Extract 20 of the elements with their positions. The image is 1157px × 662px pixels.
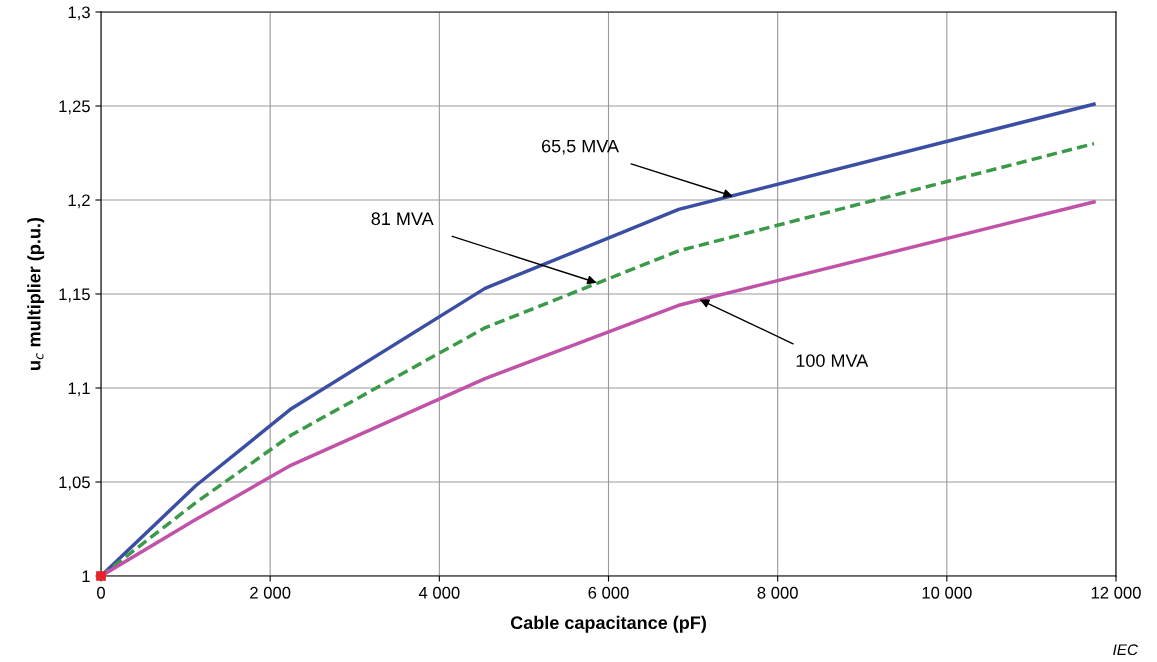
y-tick-label: 1,25 xyxy=(59,100,90,115)
x-tick-label: 2 000 xyxy=(250,586,291,599)
y-tick-label: 1,2 xyxy=(68,194,90,209)
x-tick-label: 6 000 xyxy=(588,586,629,599)
x-tick-label: 8 000 xyxy=(757,586,798,599)
y-tick-label: 1,1 xyxy=(68,382,90,397)
y-tick-label: 1,3 xyxy=(68,6,90,21)
x-tick-label: 10 000 xyxy=(922,586,972,599)
x-tick-label: 12 000 xyxy=(1091,586,1141,599)
annotation: 65,5 MVA xyxy=(542,139,619,155)
text: IEC xyxy=(1113,644,1139,656)
y-tick-label: 1,05 xyxy=(59,476,90,491)
y-axis-title: u$_{c}$ multiplier (p.u.) xyxy=(27,217,45,370)
x-tick-label: 4 000 xyxy=(418,586,460,599)
x-tick-label: 0 xyxy=(97,586,105,599)
y-tick-label: 1 xyxy=(82,570,90,583)
y-tick-label: 1,15 xyxy=(59,288,90,303)
x-axis-title: Cable capacitance (pF) xyxy=(510,615,706,633)
annotation: 100 MVA xyxy=(796,354,869,367)
annotation: 81 MVA xyxy=(371,212,434,226)
